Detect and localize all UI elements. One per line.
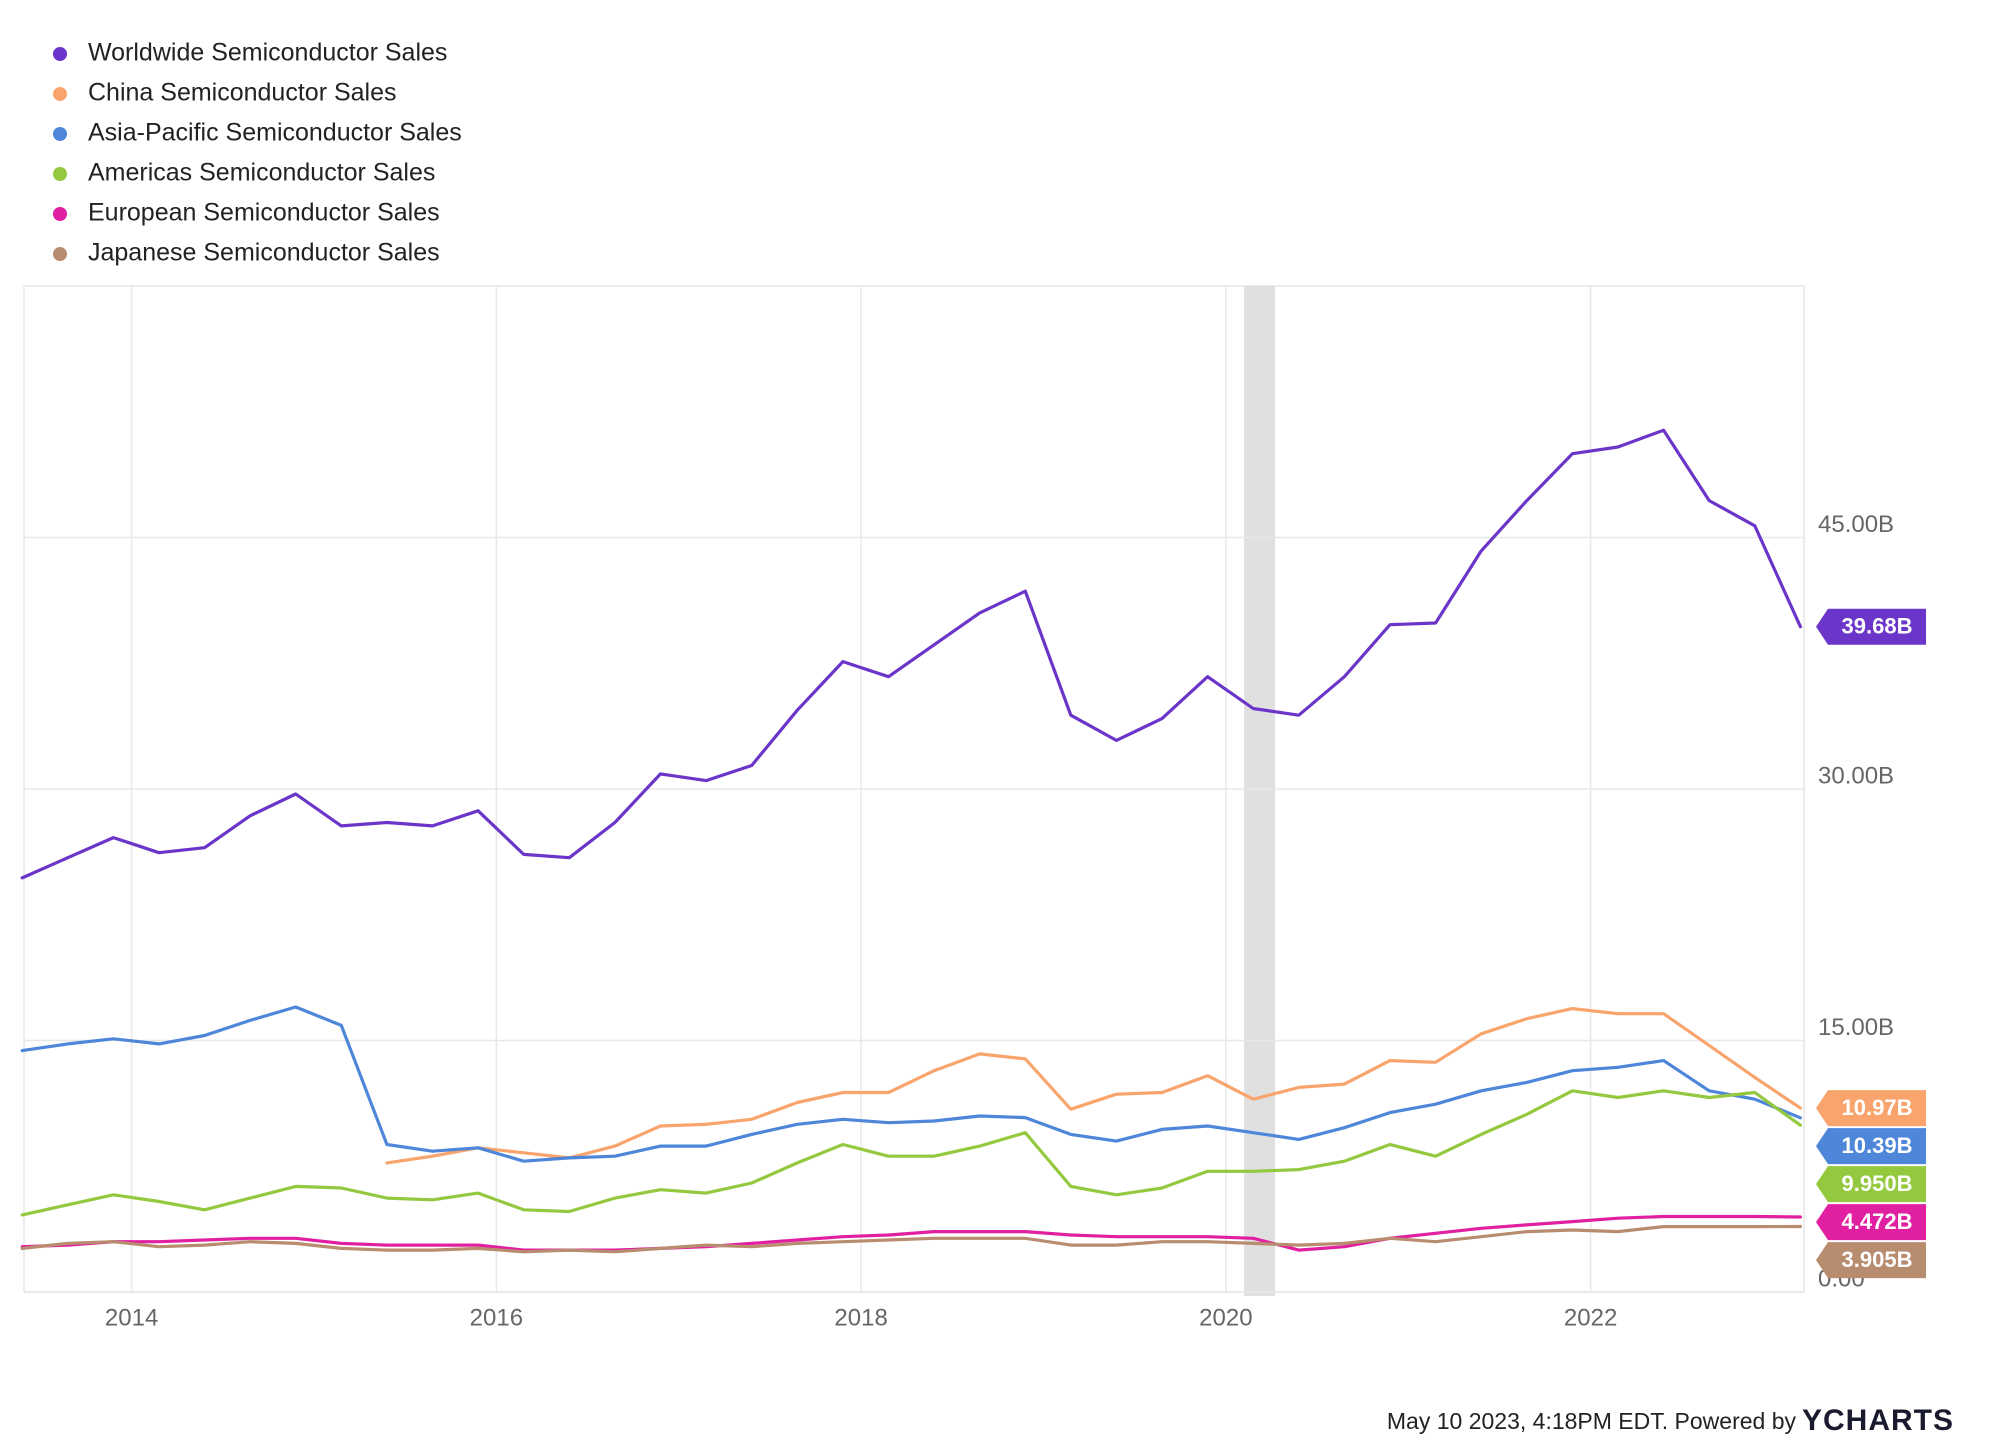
- series-line: [20, 428, 1802, 880]
- series-line: [20, 1224, 1802, 1254]
- legend-label: China Semiconductor Sales: [88, 79, 397, 107]
- y-tick-label: 15.00B: [1818, 1014, 1894, 1041]
- x-tick-label: 2018: [834, 1304, 887, 1331]
- end-flag: [1816, 608, 1926, 645]
- series-line: [20, 1005, 1802, 1163]
- series-line: [385, 1007, 1802, 1165]
- end-label: 9.950B: [1842, 1171, 1913, 1196]
- end-flag: [1816, 1242, 1926, 1279]
- y-tick-label: 30.00B: [1818, 762, 1894, 789]
- end-flag: [1816, 1166, 1926, 1203]
- end-label: 3.905B: [1842, 1247, 1913, 1272]
- end-label: 10.39B: [1842, 1133, 1913, 1158]
- background: [23, 285, 1805, 1296]
- legend-marker: [53, 247, 67, 261]
- brand: YCHARTS: [1802, 1404, 1954, 1437]
- end-label: 39.68B: [1842, 614, 1913, 639]
- end-flag: [1816, 1128, 1926, 1165]
- footer: May 10 2023, 4:18PM EDT. Powered by YCHAR…: [1387, 1404, 1954, 1437]
- end-label: 4.472B: [1842, 1209, 1913, 1234]
- legend-marker: [53, 207, 67, 221]
- series-line: [20, 1089, 1802, 1217]
- legend-marker: [53, 127, 67, 141]
- legend-marker: [53, 87, 67, 101]
- x-tick-label: 2016: [470, 1304, 523, 1331]
- x-tick-label: 2014: [105, 1304, 158, 1331]
- footer-text: May 10 2023, 4:18PM EDT. Powered by: [1387, 1408, 1797, 1434]
- x-tick-label: 2022: [1564, 1304, 1617, 1331]
- legend-label: Worldwide Semiconductor Sales: [88, 39, 447, 67]
- legend-label: Asia-Pacific Semiconductor Sales: [88, 119, 462, 147]
- end-flag: [1816, 1090, 1926, 1127]
- lines: [20, 428, 1802, 1254]
- y-tick-label: 45.00B: [1818, 511, 1894, 538]
- legend-label: Japanese Semiconductor Sales: [88, 239, 440, 267]
- legend-marker: [53, 47, 67, 61]
- end-label: 10.97B: [1842, 1095, 1913, 1120]
- series-line: [20, 1214, 1802, 1252]
- legend: Worldwide Semiconductor Sales China Semic…: [53, 39, 462, 267]
- legend-marker: [53, 167, 67, 181]
- legend-label: European Semiconductor Sales: [88, 199, 440, 227]
- shaded-range: [1244, 286, 1276, 1296]
- x-tick-label: 2020: [1199, 1304, 1252, 1331]
- legend-label: Americas Semiconductor Sales: [88, 159, 435, 187]
- grid: [24, 286, 1804, 1293]
- end-flag: [1816, 1204, 1926, 1241]
